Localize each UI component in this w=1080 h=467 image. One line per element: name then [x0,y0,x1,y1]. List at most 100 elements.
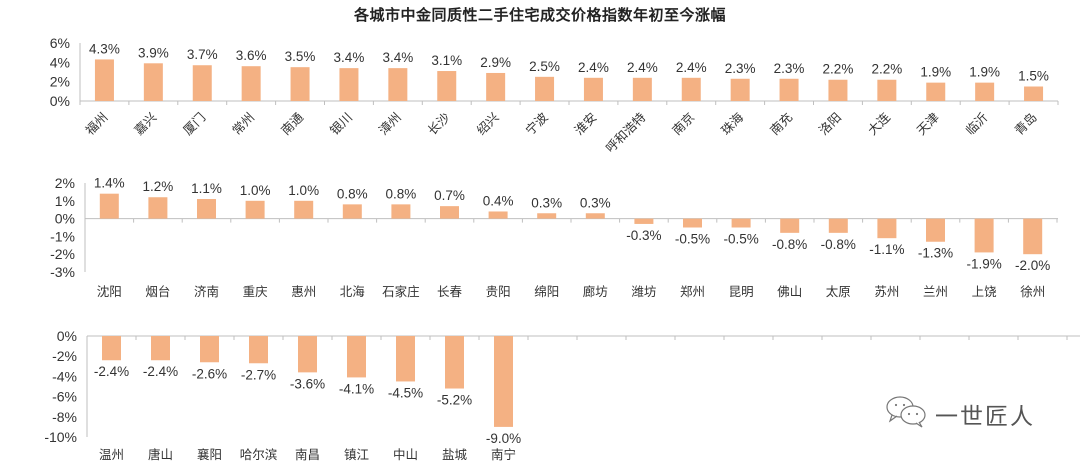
data-label: -5.2% [437,393,472,408]
category-label: 重庆 [243,284,269,299]
bar [730,78,750,101]
bar [535,76,555,101]
bar [926,82,946,101]
data-label: 2.5% [529,59,560,74]
bar [151,336,170,361]
category-label: 兰州 [923,284,948,299]
bar [780,218,800,233]
bar [585,213,605,219]
data-label: 3.4% [382,50,413,65]
data-label: 2.3% [725,61,756,76]
category-label: 绵阳 [534,284,559,299]
category-label: 济南 [194,284,219,299]
category-label: 襄阳 [197,447,222,462]
bar [975,82,995,101]
category-label: 苏州 [874,284,899,299]
data-label: -9.0% [486,431,521,446]
category-label: 沈阳 [97,284,122,299]
bar [779,78,799,101]
bar [494,336,513,427]
data-label: -0.5% [675,232,710,247]
bar [94,59,114,101]
bar [828,218,848,233]
category-label: 太原 [826,284,851,299]
y-tick-label: 2% [55,175,75,191]
data-label: 0.7% [434,188,465,203]
bar [290,67,310,101]
data-label: -2.7% [241,367,276,382]
bar [245,200,265,219]
bar [197,199,216,219]
data-label: 0.8% [386,186,417,201]
data-label: 1.2% [143,179,174,194]
y-tick-label: -6% [52,389,77,405]
bar [192,65,212,101]
category-label: 上饶 [972,284,998,299]
bar [347,336,366,378]
bar [437,71,457,101]
data-label: 2.9% [480,55,511,70]
category-label: 昆明 [729,284,754,299]
category-label: 镇江 [344,447,369,462]
bar [1023,218,1043,255]
data-label: 2.4% [578,60,609,75]
data-label: 1.0% [288,183,319,198]
y-tick-label: -4% [52,368,77,384]
data-label: -4.5% [388,385,423,400]
watermark-text: 一世匠人 [935,404,1035,430]
category-label: 唐山 [148,447,173,462]
category-label: 南昌 [295,447,320,462]
category-label: 哈尔滨 [240,447,278,462]
data-label: 3.9% [138,45,169,60]
category-label: 烟台 [145,284,170,299]
data-label: -1.9% [966,256,1001,271]
y-tick-label: -2% [52,348,77,364]
data-label: -1.3% [918,246,953,261]
y-tick-label: -2% [50,246,75,262]
bar [731,218,751,228]
y-tick-label: 0% [57,328,77,344]
data-label: 3.1% [431,53,462,68]
data-label: -0.3% [626,228,661,243]
bar [537,213,557,219]
bar [440,206,459,219]
category-label: 潍坊 [631,284,656,299]
bar [241,66,261,101]
bar [926,218,945,242]
y-tick-label: 4% [50,54,70,70]
data-label: 1.5% [1018,69,1049,84]
bar [143,63,163,101]
data-label: 1.4% [94,176,125,191]
data-label: -2.4% [143,364,178,379]
data-label: 2.4% [627,60,658,75]
bar [681,77,701,101]
data-label: 1.1% [191,181,222,196]
data-label: 2.2% [823,62,854,77]
bar [1024,86,1044,101]
y-tick-label: -10% [44,429,77,445]
category-label: 惠州 [291,284,316,299]
bar [148,197,168,219]
bar [486,72,506,101]
category-label: 温州 [99,447,124,462]
data-label: -3.6% [290,376,325,391]
y-tick-label: 0% [55,211,75,227]
bar [583,77,603,101]
wechat-icon [885,394,929,434]
bar [396,336,415,382]
data-label: -0.8% [821,237,856,252]
bar [294,200,314,219]
bar [877,79,897,101]
category-label: 石家庄 [382,284,420,299]
data-label: 4.3% [89,41,120,56]
data-label: 2.2% [871,62,902,77]
bar [99,193,119,219]
bar [974,218,994,253]
data-label: 0.3% [531,195,562,210]
data-label: 3.5% [285,49,316,64]
data-label: 1.9% [920,65,951,80]
category-label: 郑州 [680,284,705,299]
data-label: 1.9% [969,65,1000,80]
